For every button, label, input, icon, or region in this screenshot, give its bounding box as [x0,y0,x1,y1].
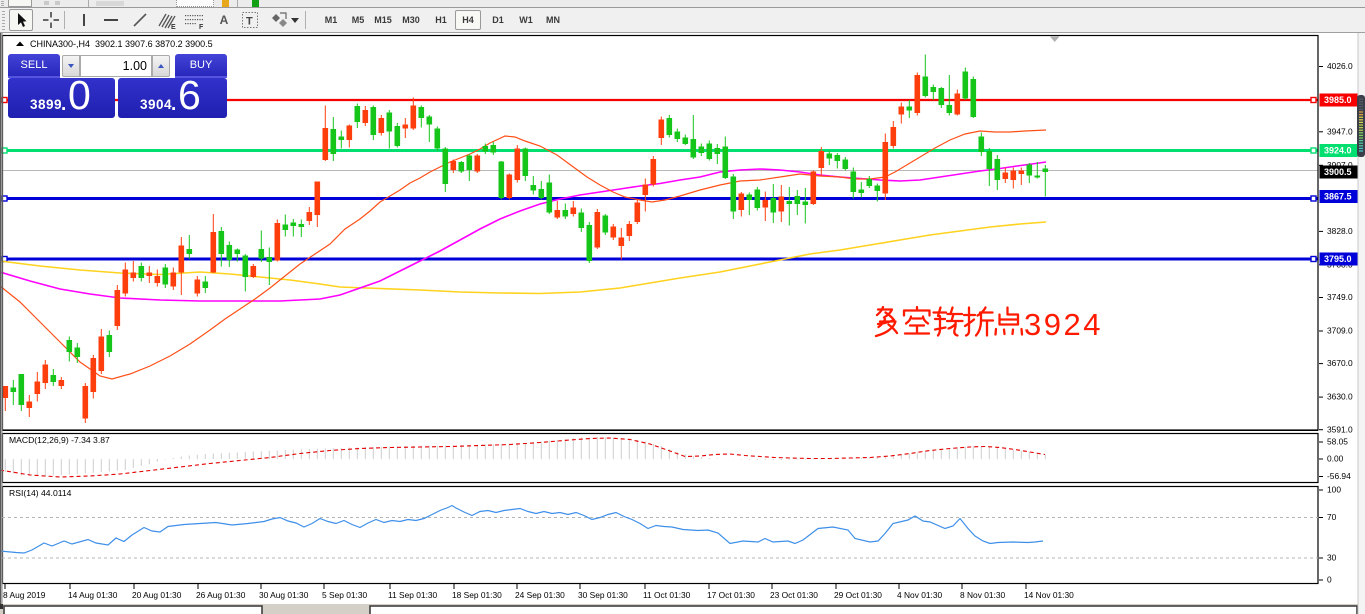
svg-text:30 Sep 01:30: 30 Sep 01:30 [578,590,628,600]
svg-text:4 Nov 01:30: 4 Nov 01:30 [897,590,943,600]
svg-text:8 Nov 01:30: 8 Nov 01:30 [960,590,1006,600]
svg-text:T: T [246,16,253,28]
svg-text:5 Sep 01:30: 5 Sep 01:30 [322,590,368,600]
svg-text:MACD(12,26,9) -7.34 3.87: MACD(12,26,9) -7.34 3.87 [9,435,110,445]
svg-text:RSI(14) 44.0114: RSI(14) 44.0114 [9,488,72,498]
svg-text:3670.0: 3670.0 [1327,358,1353,368]
svg-text:30 Aug 01:30: 30 Aug 01:30 [259,590,309,600]
svg-text:3924: 3924 [1024,307,1103,342]
svg-text:3749.0: 3749.0 [1327,292,1353,302]
svg-text:26 Aug 01:30: 26 Aug 01:30 [196,590,246,600]
svg-text:3985.0: 3985.0 [1324,95,1352,105]
svg-text:14 Aug 01:30: 14 Aug 01:30 [68,590,118,600]
svg-text:58.05: 58.05 [1327,437,1348,447]
svg-text:100: 100 [1327,485,1341,495]
svg-text:E: E [171,24,176,30]
svg-text:24 Sep 01:30: 24 Sep 01:30 [515,590,565,600]
svg-text:F: F [199,24,204,30]
svg-text:17 Oct 01:30: 17 Oct 01:30 [707,590,755,600]
svg-text:11 Oct 01:30: 11 Oct 01:30 [643,590,691,600]
svg-text:29 Oct 01:30: 29 Oct 01:30 [834,590,882,600]
svg-text:3630.0: 3630.0 [1327,392,1353,402]
svg-text:11 Sep 01:30: 11 Sep 01:30 [388,590,438,600]
svg-text:0: 0 [1327,575,1332,585]
svg-text:0.00: 0.00 [1327,454,1344,464]
svg-text:3828.0: 3828.0 [1327,226,1353,236]
svg-text:3591.0: 3591.0 [1327,424,1353,434]
svg-text:3947.0: 3947.0 [1327,126,1353,136]
svg-text:3795.0: 3795.0 [1324,254,1352,264]
svg-text:18 Sep 01:30: 18 Sep 01:30 [452,590,502,600]
svg-text:70: 70 [1327,512,1337,522]
svg-text:3900.5: 3900.5 [1324,167,1352,177]
svg-text:3924.0: 3924.0 [1324,145,1352,155]
svg-text:14 Nov 01:30: 14 Nov 01:30 [1024,590,1074,600]
svg-text:4026.0: 4026.0 [1327,61,1353,71]
svg-text:3709.0: 3709.0 [1327,326,1353,336]
svg-text:-56.94: -56.94 [1327,471,1351,481]
svg-text:20 Aug 01:30: 20 Aug 01:30 [132,590,182,600]
svg-text:3907.0: 3907.0 [1327,160,1353,170]
svg-text:23 Oct 01:30: 23 Oct 01:30 [770,590,818,600]
svg-text:CHINA300-,H4 3902.1 3907.6 38: CHINA300-,H4 3902.1 3907.6 3870.2 3900.5 [30,39,213,49]
svg-text:30: 30 [1327,553,1337,563]
svg-text:3867.5: 3867.5 [1324,191,1352,201]
svg-text:8 Aug 2019: 8 Aug 2019 [3,590,46,600]
